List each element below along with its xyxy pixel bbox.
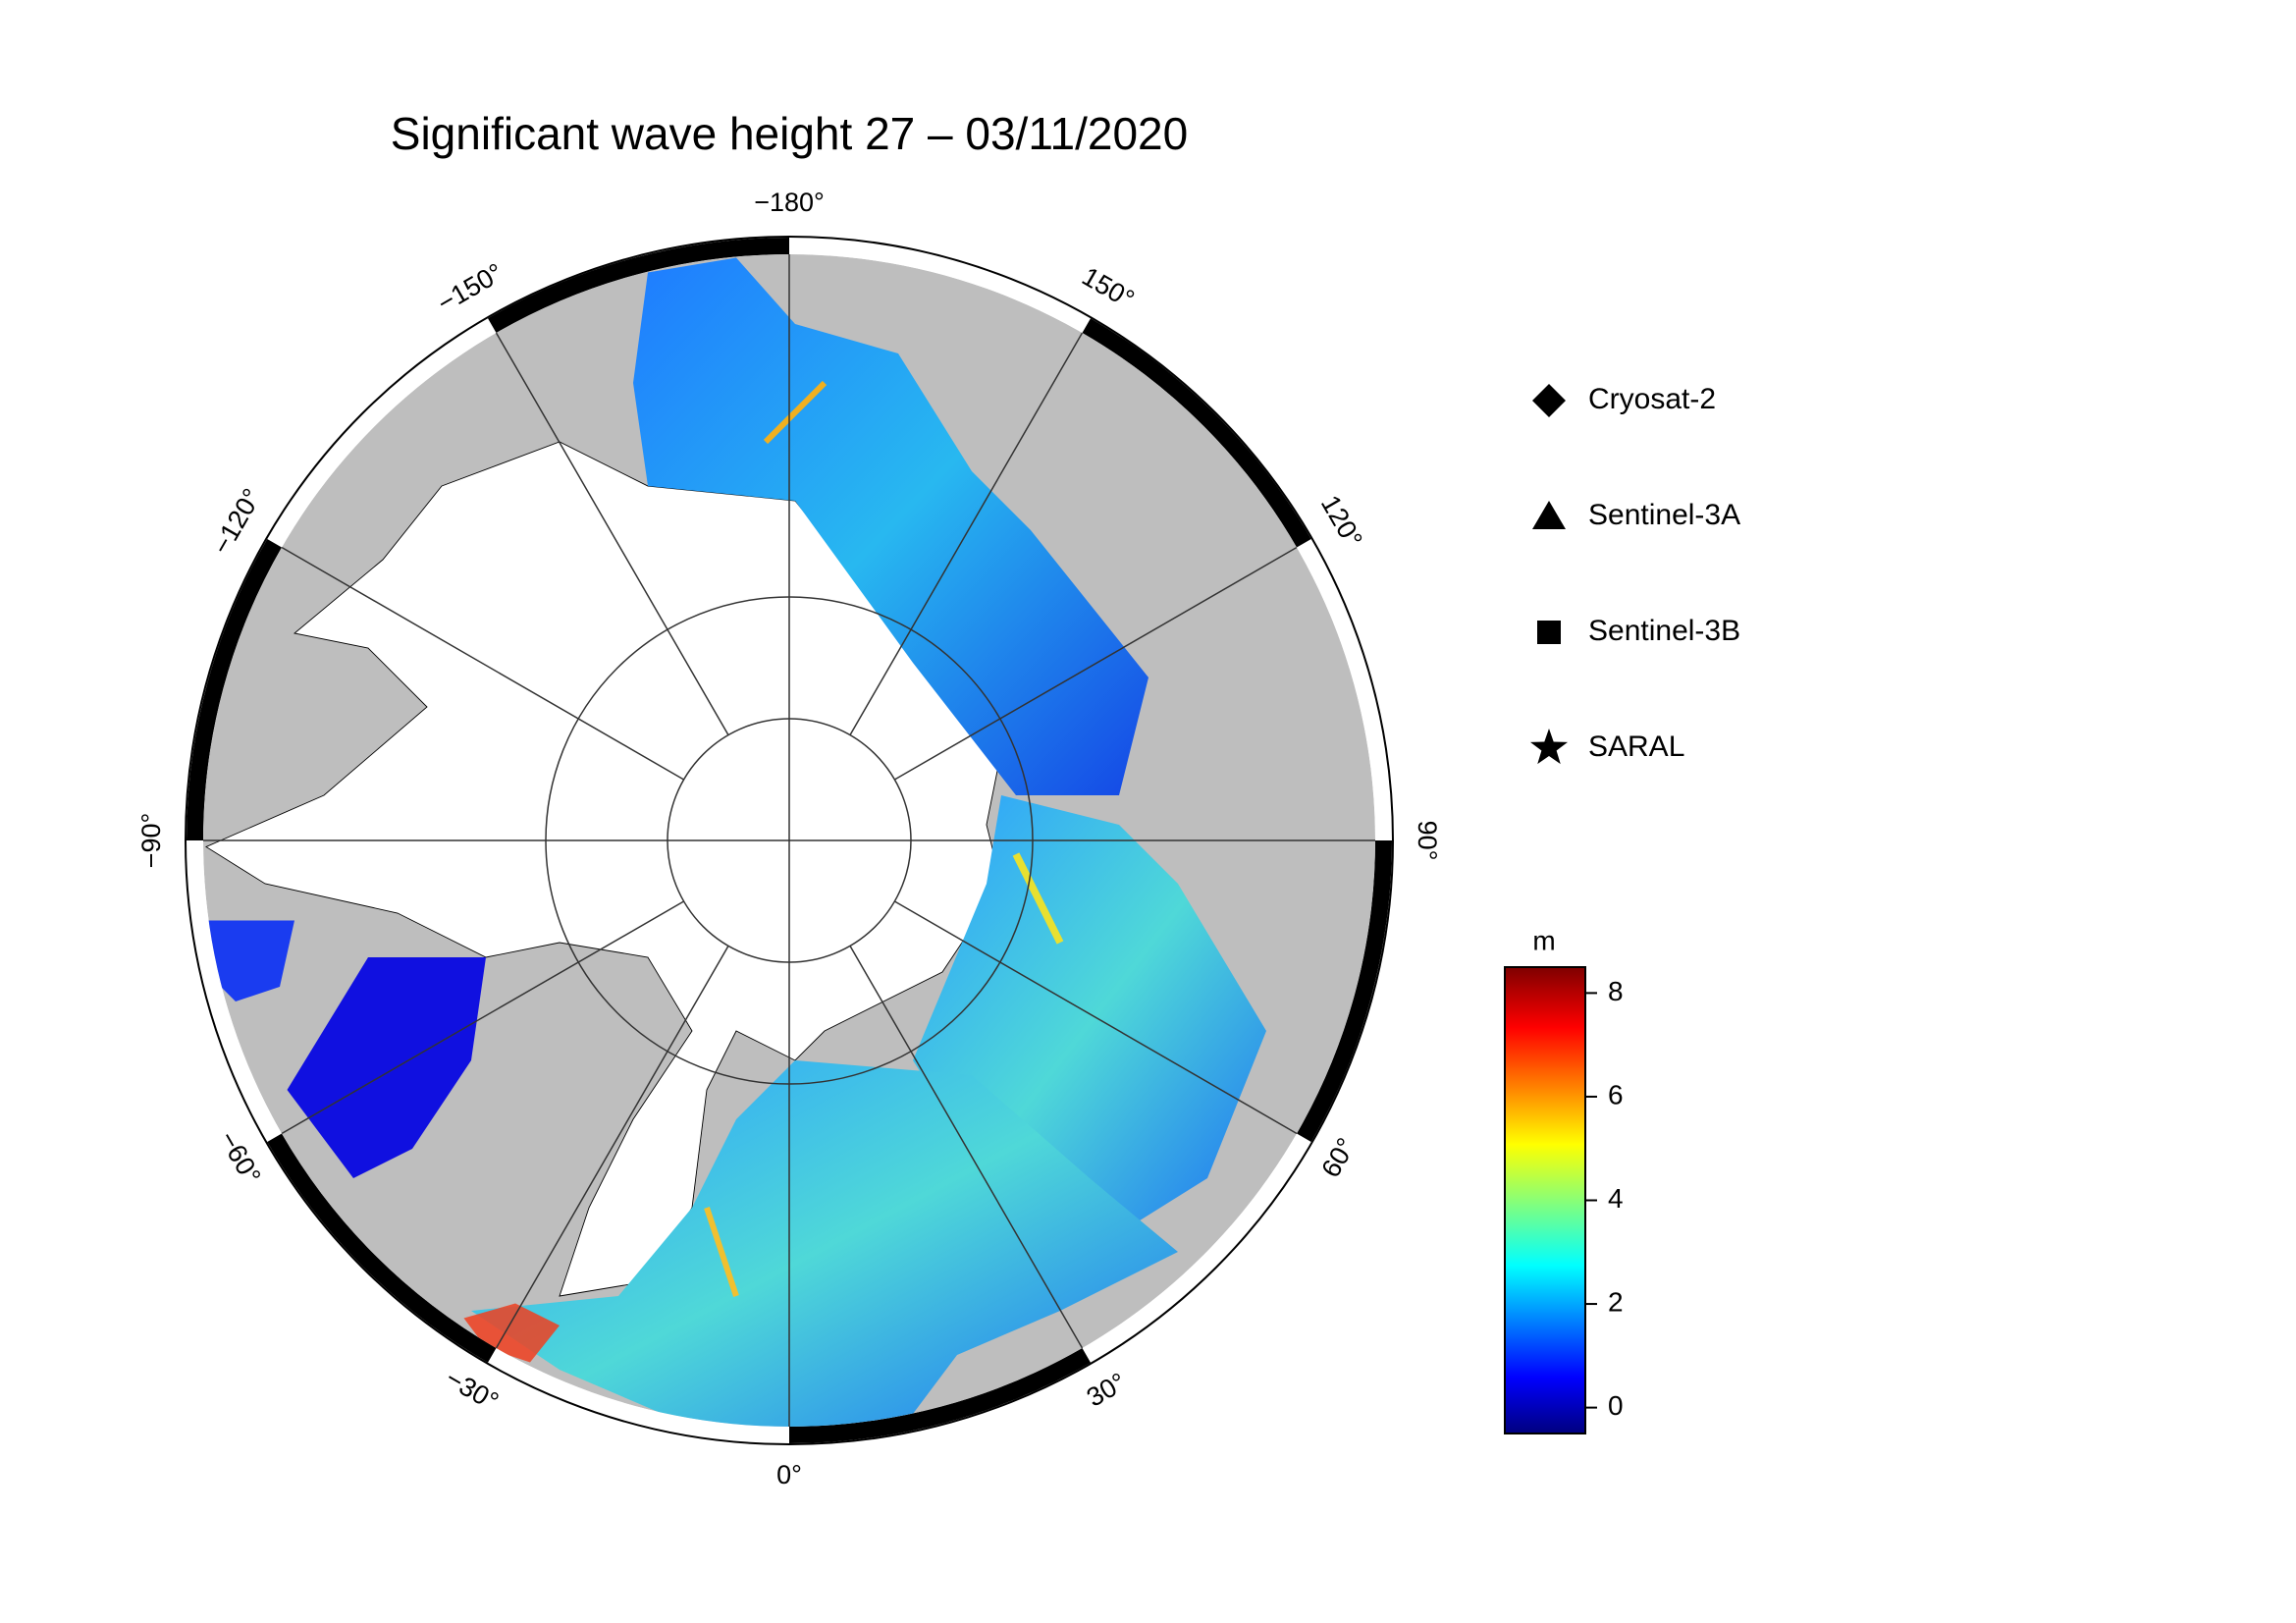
legend-marker <box>1537 621 1561 644</box>
longitude-label: −150° <box>433 257 508 318</box>
meridian <box>281 900 684 1135</box>
longitude-label: 30° <box>1082 1367 1131 1412</box>
wave-track <box>704 1207 739 1297</box>
legend-label: Sentinel-3B <box>1588 615 1740 647</box>
frame-band <box>789 1348 1091 1443</box>
colorbar-unit: m <box>1532 925 1555 955</box>
legend-label: Cryosat-2 <box>1588 383 1716 415</box>
meridian <box>849 946 1084 1349</box>
longitude-label: 0° <box>776 1460 802 1489</box>
colorbar-tick-label: 6 <box>1608 1079 1624 1109</box>
longitude-label: −180° <box>754 188 825 217</box>
meridian <box>495 946 729 1349</box>
colorbar-tick-label: 0 <box>1608 1390 1624 1421</box>
wave-track <box>763 380 828 445</box>
colorbar-tick-label: 8 <box>1608 976 1624 1006</box>
frame-band <box>1082 318 1311 548</box>
frame-band <box>187 539 282 840</box>
frame-band <box>267 1133 497 1363</box>
wave-swath <box>287 957 486 1178</box>
graticule <box>203 254 1375 1427</box>
longitude-label: −60° <box>213 1126 266 1189</box>
frame-bands <box>187 238 1392 1443</box>
wave-swath <box>206 920 294 1001</box>
meridian <box>894 546 1298 781</box>
meridian <box>894 900 1298 1135</box>
wave-track <box>1012 852 1064 945</box>
legend-label: SARAL <box>1588 730 1684 763</box>
longitude-label: −90° <box>136 813 166 869</box>
map-title: Significant wave height 27 – 03/11/2020 <box>391 108 1188 159</box>
colorbar-ticks: 0 2 4 6 8 <box>1585 976 1624 1421</box>
longitude-label: −120° <box>206 484 267 560</box>
longitude-label: 120° <box>1315 490 1368 552</box>
legend-label: Sentinel-3A <box>1588 499 1740 531</box>
meridian <box>281 546 684 781</box>
map-body <box>203 254 1375 1427</box>
longitude-label: 60° <box>1315 1133 1361 1182</box>
legend: Cryosat-2 Sentinel-3A Sentinel-3B SARAL <box>1529 383 1740 765</box>
longitude-label: 150° <box>1077 261 1139 314</box>
wave-swath <box>633 257 1148 795</box>
longitude-label: 90° <box>1413 821 1442 861</box>
meridian <box>849 332 1084 735</box>
frame-band <box>1297 840 1392 1142</box>
colorbar <box>1504 966 1586 1434</box>
colorbar-tick-label: 4 <box>1608 1183 1624 1214</box>
legend-marker <box>1532 384 1566 417</box>
wave-swath <box>471 1060 1178 1427</box>
legend-marker <box>1529 729 1569 765</box>
surface <box>205 257 1266 1427</box>
legend-marker <box>1532 501 1566 529</box>
frame-band <box>488 238 789 333</box>
longitude-label: −30° <box>441 1363 504 1416</box>
meridian <box>495 332 729 735</box>
colorbar-tick-label: 2 <box>1608 1286 1624 1317</box>
